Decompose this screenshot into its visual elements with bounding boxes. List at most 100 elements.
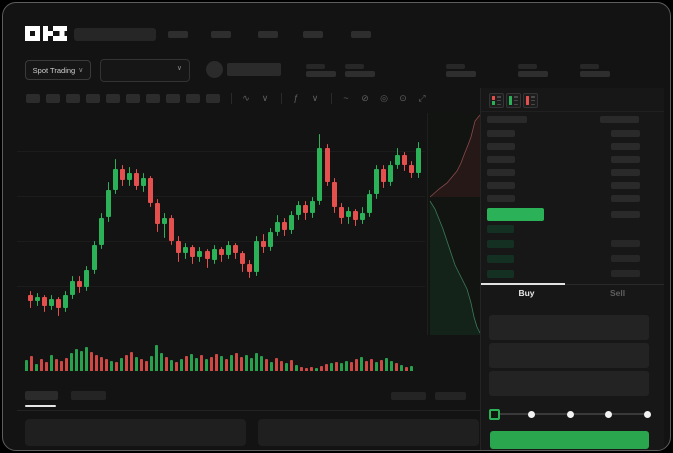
chevron-down-icon[interactable]: ∨ — [311, 93, 319, 103]
ask-row[interactable] — [481, 182, 664, 192]
nav-item-placeholder[interactable] — [211, 31, 231, 38]
volume-bar — [195, 358, 199, 371]
slider-stop-dot[interactable] — [644, 410, 651, 418]
volume-bar — [215, 354, 219, 371]
chevron-down-icon[interactable]: ∨ — [261, 93, 269, 103]
book-asks-only-icon[interactable] — [523, 93, 538, 108]
line-tool-icon[interactable]: ~ — [343, 93, 349, 103]
nav-item-placeholder[interactable] — [168, 31, 188, 38]
book-combined-icon[interactable] — [489, 93, 504, 108]
interval-chip-placeholder[interactable] — [66, 94, 80, 103]
gridline — [17, 286, 425, 287]
fullscreen-icon[interactable]: ⤢ — [418, 93, 426, 103]
ask-row[interactable] — [481, 156, 664, 166]
buy-submit-button[interactable] — [490, 431, 649, 449]
price-input-placeholder[interactable] — [489, 315, 649, 340]
candles-pane[interactable] — [17, 113, 427, 335]
interval-chip-placeholder[interactable] — [26, 94, 40, 103]
ask-row[interactable] — [481, 130, 664, 140]
book-bids-only-icon[interactable] — [506, 93, 521, 108]
slider-stop-dot[interactable] — [527, 410, 535, 418]
bid-row[interactable] — [481, 225, 664, 235]
candle-body — [42, 297, 48, 306]
interval-chip-placeholder[interactable] — [106, 94, 120, 103]
nav-item-placeholder[interactable] — [303, 31, 323, 38]
volume-bar — [190, 354, 194, 371]
bid-row[interactable] — [481, 240, 664, 250]
slider-handle[interactable] — [489, 409, 500, 420]
camera-icon[interactable]: ◎ — [380, 93, 388, 103]
candle-body — [296, 204, 302, 216]
bid-row[interactable] — [481, 270, 664, 280]
volume-bar — [255, 353, 259, 371]
volume-bar — [150, 356, 154, 371]
candle-body — [225, 244, 231, 256]
orders-tab-active[interactable] — [25, 391, 58, 400]
stat-value-placeholder — [306, 71, 336, 77]
tab-sell[interactable]: Sell — [572, 288, 663, 298]
nav-item-placeholder[interactable] — [351, 31, 371, 38]
tab-buy[interactable]: Buy — [481, 288, 572, 298]
interval-chip-placeholder[interactable] — [206, 94, 220, 103]
gridline — [17, 151, 425, 152]
ask-row[interactable] — [481, 169, 664, 179]
ask-row[interactable] — [481, 195, 664, 205]
interval-chip-placeholder[interactable] — [166, 94, 180, 103]
candle-body — [190, 246, 196, 258]
market-stat-placeholder — [580, 64, 610, 77]
divider — [281, 93, 282, 104]
ask-row[interactable] — [481, 143, 664, 153]
volume-bar — [95, 355, 99, 371]
ask-amount-placeholder — [611, 143, 640, 150]
ticker-search-placeholder[interactable] — [74, 28, 156, 41]
volume-bar — [270, 362, 274, 371]
chart-type-icon[interactable]: ∿ — [242, 93, 250, 103]
nav-item-placeholder[interactable] — [258, 31, 278, 38]
last-price-indicator[interactable] — [487, 208, 544, 221]
volume-bar — [65, 358, 69, 371]
interval-chip-placeholder[interactable] — [186, 94, 200, 103]
slider-stop-dot[interactable] — [566, 410, 574, 418]
compare-icon[interactable]: ⊘ — [361, 93, 369, 103]
ask-price-placeholder — [487, 169, 515, 176]
volume-bar — [140, 359, 144, 371]
depth-bids-fill — [430, 201, 480, 335]
ask-price-placeholder — [487, 195, 515, 202]
orders-tab-2[interactable] — [71, 391, 106, 400]
interval-chip-placeholder[interactable] — [86, 94, 100, 103]
volume-bar — [345, 361, 349, 371]
candle-body — [183, 246, 189, 254]
interval-chip-placeholder[interactable] — [146, 94, 160, 103]
market-stat-placeholder — [446, 64, 476, 77]
volume-bar — [375, 362, 379, 371]
total-input-placeholder[interactable] — [489, 371, 649, 396]
volume-bar — [360, 357, 364, 371]
gridline — [17, 241, 425, 242]
candle-body — [416, 148, 422, 174]
ask-amount-placeholder — [611, 156, 640, 163]
market-type-label: Spot Trading — [32, 65, 76, 75]
candle-body — [239, 253, 245, 264]
market-type-dropdown[interactable]: Spot Trading ∨ — [25, 60, 91, 80]
pair-selector-dropdown[interactable]: ∨ — [100, 59, 190, 82]
candle-body — [402, 154, 408, 165]
volume-bar — [330, 363, 334, 371]
timer-icon[interactable]: ⊙ — [399, 93, 407, 103]
candle-body — [324, 148, 330, 182]
bid-price-placeholder — [487, 270, 514, 278]
chart-area[interactable] — [17, 113, 481, 335]
interval-chip-placeholder[interactable] — [126, 94, 140, 103]
icon-right-marks — [531, 96, 535, 105]
orders-action-placeholder-1[interactable] — [391, 392, 426, 400]
slider-stop-dot[interactable] — [605, 410, 613, 418]
candle-body — [373, 169, 379, 195]
amount-input-placeholder[interactable] — [489, 343, 649, 368]
candle-body — [91, 244, 97, 270]
interval-chip-placeholder[interactable] — [46, 94, 60, 103]
volume-bar — [170, 360, 174, 371]
okx-logo[interactable] — [25, 24, 67, 43]
orders-action-placeholder-2[interactable] — [435, 392, 466, 400]
volume-bar — [25, 360, 29, 371]
indicator-icon[interactable]: ƒ — [293, 93, 299, 103]
bid-row[interactable] — [481, 255, 664, 265]
